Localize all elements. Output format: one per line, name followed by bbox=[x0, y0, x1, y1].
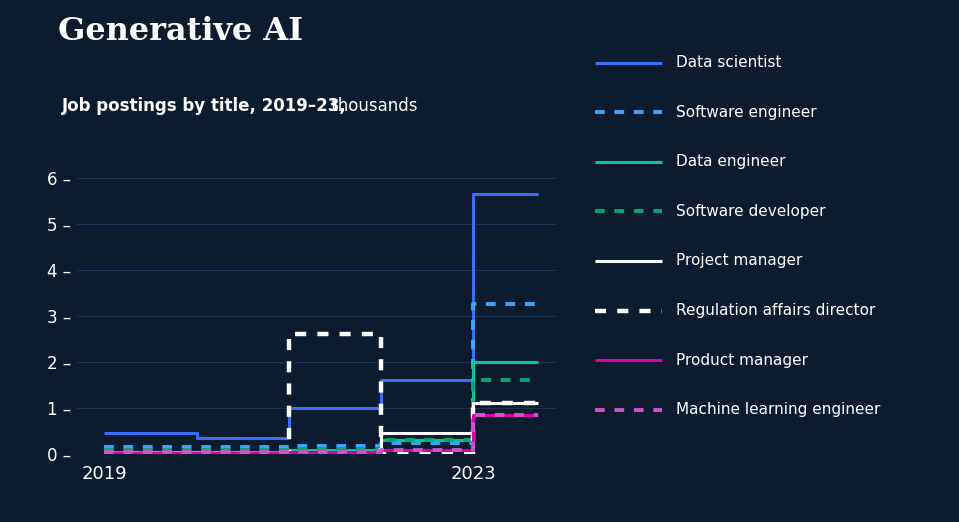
Text: Machine learning engineer: Machine learning engineer bbox=[676, 402, 880, 417]
Text: Generative AI: Generative AI bbox=[58, 16, 303, 46]
Text: Job postings by title, 2019–23,: Job postings by title, 2019–23, bbox=[62, 97, 347, 114]
Text: Software developer: Software developer bbox=[676, 204, 826, 219]
Text: Data engineer: Data engineer bbox=[676, 155, 785, 169]
Text: thousands: thousands bbox=[326, 97, 417, 114]
Text: Data scientist: Data scientist bbox=[676, 55, 782, 70]
Text: Product manager: Product manager bbox=[676, 353, 808, 367]
Text: Project manager: Project manager bbox=[676, 254, 803, 268]
Text: Software engineer: Software engineer bbox=[676, 105, 817, 120]
Text: Regulation affairs director: Regulation affairs director bbox=[676, 303, 876, 318]
Text: Job postings by title, 2019–23,: Job postings by title, 2019–23, bbox=[62, 97, 347, 114]
